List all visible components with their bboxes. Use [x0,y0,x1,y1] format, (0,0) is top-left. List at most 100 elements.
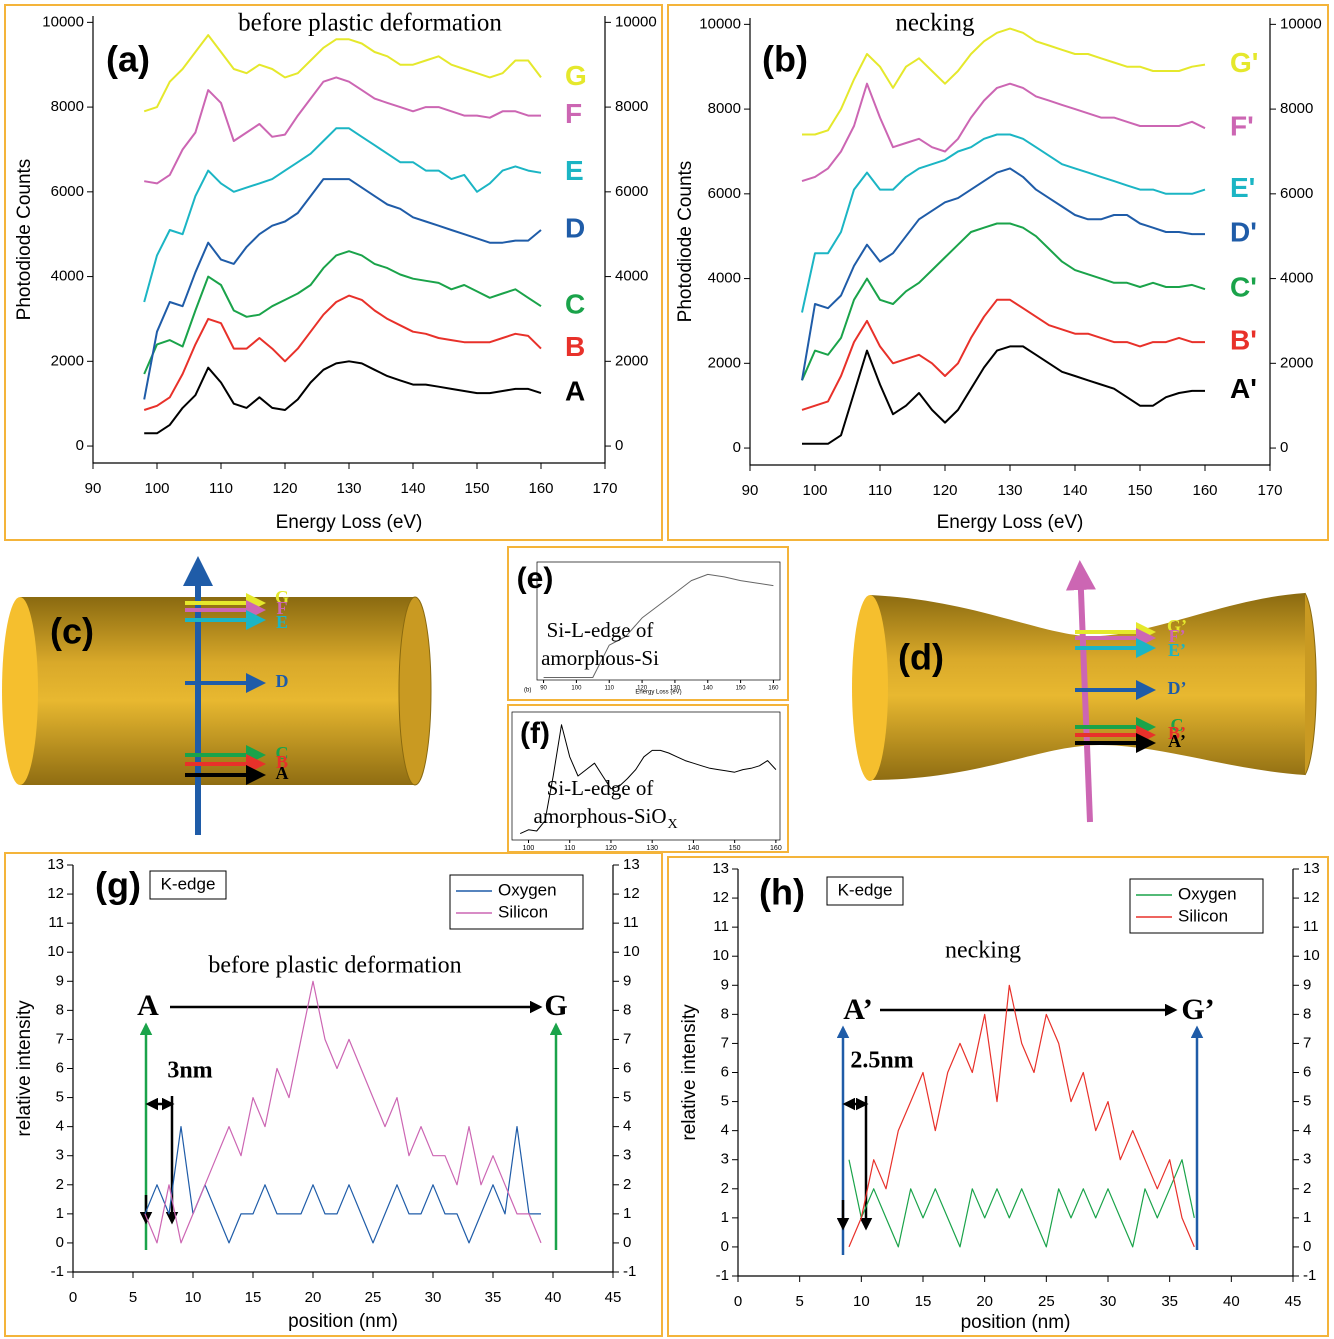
series-line [519,724,777,835]
x-tick-label: 45 [605,1289,622,1306]
box-label: K-edge [838,880,893,899]
x-tick-label: 25 [1038,1293,1055,1310]
x-tick-label: 130 [336,480,361,497]
y-tick-label: 0 [76,437,84,454]
series-line [143,178,542,400]
annotation: A [137,989,159,1022]
y-tick-label: 0 [721,1238,729,1255]
series-line [144,1126,541,1244]
series-label: C [565,289,585,320]
y2-tick-label: 8000 [615,98,648,115]
y-tick-label: 13 [712,860,729,877]
arrow-label: C [1171,715,1184,735]
y2-tick-label: 6000 [1280,185,1313,202]
y2-tick-label: 8000 [1280,100,1313,117]
series-line [801,82,1206,183]
series-label: G [565,60,587,91]
series-line [143,34,542,113]
x-tick-label: 40 [1223,1293,1240,1310]
plot-frame [511,711,781,841]
y-tick-label: 8 [56,1001,64,1018]
arrow-label: F [277,598,288,618]
series-label: D' [1230,216,1257,247]
axes [749,18,1271,466]
y2-tick-label: 13 [1303,860,1320,877]
series-line [543,573,774,678]
y-tick-label: 2000 [708,354,741,371]
y2-tick-label: 0 [623,1234,631,1251]
x-tick-label: 5 [795,1293,803,1310]
x-tick-label: 20 [976,1293,993,1310]
legend-box [449,874,584,930]
series-line [143,294,542,411]
x-tick-label: 30 [1100,1293,1117,1310]
y-axis-label: Photodiode Counts [675,161,696,323]
y-tick-label: 2 [56,1176,64,1193]
x-tick-label: 40 [545,1289,562,1306]
y-tick-label: 0 [733,439,741,456]
x-tick-label: 5 [129,1289,137,1306]
series-label: B [565,331,585,362]
y2-tick-label: 0 [1280,439,1288,456]
panel-label: (a) [106,39,150,80]
annotation-arrows-h [836,1003,1204,1255]
y-tick-label: 4 [56,1118,64,1135]
legend-label: Oxygen [1178,884,1237,903]
y2-tick-label: -1 [623,1263,636,1280]
series-label: E' [1230,172,1255,203]
y2-tick-label: 11 [623,914,639,931]
x-axis-label: Energy Loss (eV) [937,512,1084,533]
y-tick-label: 5 [56,1089,64,1106]
x-tick-label: 15 [245,1289,262,1306]
series-label: D [565,212,585,243]
annotation: amorphous-SiO [534,804,667,828]
x-tick-label: 170 [592,480,617,497]
y2-tick-label: 2000 [615,352,648,369]
y2-tick-label: 6 [1303,1063,1311,1080]
y2-tick-label: 11 [1303,918,1319,935]
y-tick-label: 6000 [708,185,741,202]
annotation: Si-L-edge of [547,776,654,800]
y2-tick-label: 1 [1303,1209,1311,1226]
cylinder-d [852,560,1317,823]
x-tick-label: 110 [209,480,233,497]
series-label: C' [1230,272,1257,303]
y-tick-label: 0 [56,1234,64,1251]
x-tick-label: 90 [540,686,547,692]
y2-tick-label: 9 [623,972,631,989]
x-tick-label: 100 [523,845,535,852]
annotation: amorphous-Si [541,646,659,670]
y2-tick-label: 4 [623,1118,631,1135]
annotation: Si-L-edge of [547,618,654,642]
legend-box [1129,878,1264,934]
arrow-label: E [276,612,288,632]
x-tick-label: 90 [742,482,759,499]
series-line [143,250,542,375]
y2-tick-label: 7 [623,1030,631,1047]
x-tick-label: 160 [768,686,779,692]
x-axis-label: Energy Loss (eV) [276,512,423,533]
x-tick-label: 120 [605,845,617,852]
y-tick-label: 10000 [42,13,84,30]
y2-tick-label: 2 [623,1176,631,1193]
label-box [826,876,904,906]
x-tick-label: 130 [997,482,1022,499]
y-tick-label: 12 [712,889,729,906]
series-line [144,360,542,435]
y2-tick-label: 0 [1303,1238,1311,1255]
x-tick-label: 110 [564,845,575,852]
series-line [848,1159,1195,1248]
y2-tick-label: 5 [623,1089,631,1106]
x-tick-label: 150 [1127,482,1152,499]
x-tick-label: 10 [185,1289,202,1306]
series-line [801,222,1206,381]
arrow-label: A [276,763,289,783]
series-label: F [565,98,582,129]
panel-label: (b) [762,39,808,80]
x-tick-label: 30 [425,1289,442,1306]
y-tick-label: 10000 [699,15,741,32]
y2-tick-label: -1 [1303,1267,1316,1284]
y2-tick-label: 4000 [1280,270,1313,287]
chart-title: before plastic deformation [238,10,502,37]
x-axis-label: position (nm) [961,1312,1071,1333]
